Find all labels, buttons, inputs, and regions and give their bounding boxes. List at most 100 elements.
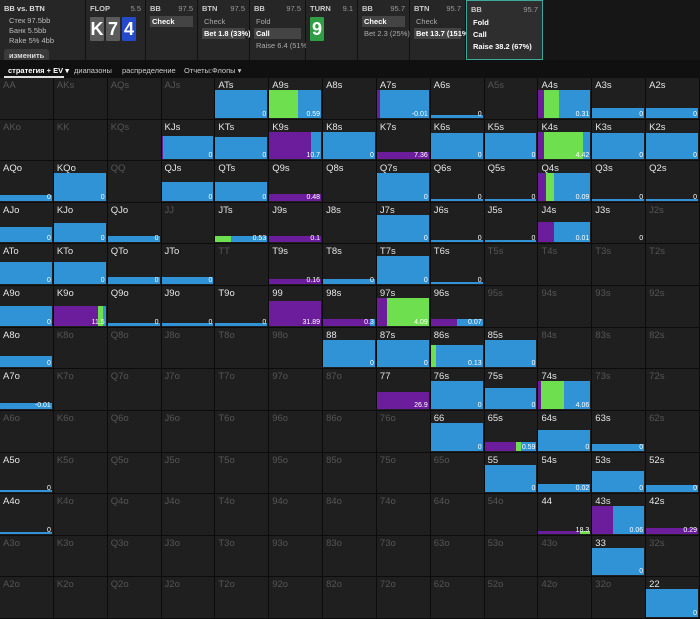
hand-cell[interactable]: AJo 0 xyxy=(0,202,54,245)
hand-cell[interactable]: Q3s 0 xyxy=(592,161,647,203)
hand-cell[interactable]: 74s 4.06 xyxy=(538,369,593,411)
hand-cell[interactable]: T6s 0 xyxy=(430,244,485,287)
hand-cell[interactable]: QJo 0 xyxy=(107,202,162,245)
hand-cell[interactable]: 94o xyxy=(269,494,324,536)
hand-cell[interactable]: A3o xyxy=(0,535,54,578)
action[interactable]: Raise 38.2 (67%) xyxy=(473,42,532,51)
hand-cell[interactable]: 44 18.3 xyxy=(538,494,593,536)
hand-cell[interactable]: 83o xyxy=(323,535,377,578)
hand-cell[interactable]: A9s 0.59 xyxy=(269,78,324,120)
hand-cell[interactable]: 85o xyxy=(323,452,377,495)
action[interactable]: Check xyxy=(204,17,226,26)
hand-cell[interactable]: 64s 0 xyxy=(538,410,593,453)
edit-button[interactable]: изменить xyxy=(4,49,50,62)
hand-cell[interactable]: A9o 0 xyxy=(0,286,54,328)
hand-cell[interactable]: 96s 0.07 xyxy=(430,286,485,328)
hand-cell[interactable]: Q8s xyxy=(323,161,377,203)
hand-cell[interactable]: Q9o 0 xyxy=(107,286,162,328)
tab[interactable]: Отчеты:Флопы ▾ xyxy=(184,66,242,75)
hand-cell[interactable]: ATs 0 xyxy=(215,78,270,120)
hand-cell[interactable]: A4s 0.31 xyxy=(538,78,593,120)
hand-cell[interactable]: T8o xyxy=(215,327,270,370)
tab[interactable]: распределение xyxy=(122,66,176,75)
hand-cell[interactable]: A2o xyxy=(0,577,54,619)
hand-cell[interactable]: 63s 0 xyxy=(592,410,647,453)
hand-cell[interactable]: 73s xyxy=(592,369,647,411)
hand-cell[interactable]: J7s 0 xyxy=(376,202,431,245)
hand-cell[interactable]: ATo 0 xyxy=(0,244,54,287)
hand-cell[interactable]: J2s xyxy=(646,202,700,245)
hand-cell[interactable]: JJ xyxy=(161,202,216,245)
hand-cell[interactable]: 54o xyxy=(484,494,539,536)
hand-cell[interactable]: 87o xyxy=(323,369,377,411)
node-box[interactable]: BB 95.7 Fold Call Raise 38.2 (67%) xyxy=(466,0,543,60)
hand-cell[interactable]: J8s xyxy=(323,202,377,245)
hand-cell[interactable]: K8o xyxy=(53,327,108,370)
hand-cell[interactable]: K4s 4.42 xyxy=(538,119,593,162)
hand-cell[interactable]: 52s 0 xyxy=(646,452,700,495)
hand-cell[interactable]: 84s xyxy=(538,327,593,370)
hand-cell[interactable]: K9o 11.5 xyxy=(53,286,108,328)
hand-cell[interactable]: 43s 0.06 xyxy=(592,494,647,536)
hand-cell[interactable]: 62s xyxy=(646,410,700,453)
hand-cell[interactable]: K5o xyxy=(53,452,108,495)
hand-cell[interactable]: J4s 0.01 xyxy=(538,202,593,245)
hand-cell[interactable]: 65o xyxy=(430,452,485,495)
hand-cell[interactable]: KJs 0 xyxy=(161,119,216,162)
hand-cell[interactable]: T7s 0 xyxy=(376,244,431,287)
action[interactable]: Fold xyxy=(256,17,271,26)
hand-cell[interactable]: AKo xyxy=(0,119,54,162)
hand-cell[interactable]: KTs 0 xyxy=(215,119,270,162)
hand-cell[interactable]: 92s xyxy=(646,286,700,328)
hand-cell[interactable]: 42s 0.29 xyxy=(646,494,700,536)
hand-cell[interactable]: J3s 0 xyxy=(592,202,647,245)
hand-cell[interactable]: T5s xyxy=(484,244,539,287)
hand-cell[interactable]: Q3o xyxy=(107,535,162,578)
hand-cell[interactable]: 84o xyxy=(323,494,377,536)
hand-cell[interactable]: Q7s 0 xyxy=(376,161,431,203)
hand-cell[interactable]: Q8o xyxy=(107,327,162,370)
hand-cell[interactable]: J9s 0.1 xyxy=(269,202,324,245)
action[interactable]: Bet 13.7 (151%) xyxy=(414,28,472,39)
tab[interactable]: стратегия + EV ▾ xyxy=(8,66,69,75)
hand-cell[interactable]: QJs 0 xyxy=(161,161,216,203)
hand-cell[interactable]: J9o 0 xyxy=(161,286,216,328)
hand-cell[interactable]: A7o -0.01 xyxy=(0,369,54,411)
hand-cell[interactable]: TT xyxy=(215,244,270,287)
action[interactable]: Check xyxy=(362,16,405,27)
hand-cell[interactable]: 99 31.89 xyxy=(269,286,324,328)
hand-cell[interactable]: J5s 0 xyxy=(484,202,539,245)
hand-cell[interactable]: 93o xyxy=(269,535,324,578)
action[interactable]: Check xyxy=(416,17,438,26)
hand-cell[interactable]: 77 26.9 xyxy=(376,369,431,411)
hand-cell[interactable]: J2o xyxy=(161,577,216,619)
action[interactable]: Bet 1.8 (33%) xyxy=(202,28,251,39)
hand-cell[interactable]: 32o xyxy=(592,577,647,619)
hand-cell[interactable]: J6s 0 xyxy=(430,202,485,245)
hand-cell[interactable]: K3o xyxy=(53,535,108,578)
hand-cell[interactable]: 22 0 xyxy=(646,577,700,619)
hand-cell[interactable]: A6s 0 xyxy=(430,78,485,120)
hand-cell[interactable]: QTo 0 xyxy=(107,244,162,287)
hand-cell[interactable]: K6s 0 xyxy=(430,119,485,162)
action[interactable]: Bet 2.3 (25%) xyxy=(364,29,410,38)
hand-cell[interactable]: T8s 0 xyxy=(323,244,377,287)
hand-cell[interactable]: K8s 0 xyxy=(323,119,377,162)
hand-cell[interactable]: 75s 0 xyxy=(484,369,539,411)
hand-cell[interactable]: A5o 0 xyxy=(0,452,54,495)
hand-cell[interactable]: 65s 0.59 xyxy=(484,410,539,453)
hand-cell[interactable]: QTs 0 xyxy=(215,161,270,203)
hand-cell[interactable]: 95s xyxy=(484,286,539,328)
action[interactable]: Raise 6.4 (51%) xyxy=(256,41,310,50)
hand-cell[interactable]: 93s xyxy=(592,286,647,328)
hand-cell[interactable]: Q2o xyxy=(107,577,162,619)
node-box[interactable]: BB 97.5 Check xyxy=(146,0,198,60)
hand-cell[interactable]: 73o xyxy=(376,535,431,578)
hand-cell[interactable]: K7o xyxy=(53,369,108,411)
hand-cell[interactable]: 76o xyxy=(376,410,431,453)
hand-cell[interactable]: A3s 0 xyxy=(592,78,647,120)
hand-cell[interactable]: T3o xyxy=(215,535,270,578)
hand-cell[interactable]: T6o xyxy=(215,410,270,453)
hand-cell[interactable]: A8o 0 xyxy=(0,327,54,370)
hand-cell[interactable]: A8s xyxy=(323,78,377,120)
